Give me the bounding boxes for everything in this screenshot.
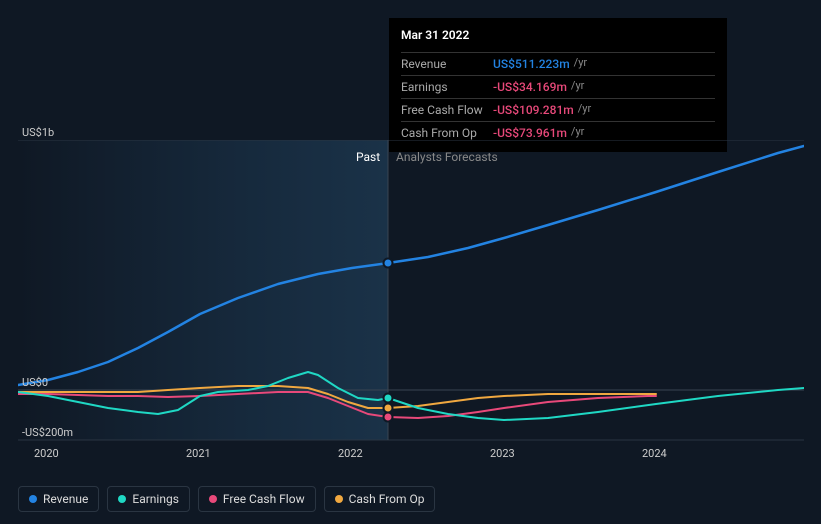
y-axis-label: US$1b (22, 126, 54, 139)
tooltip-metric-value: -US$34.169m (493, 78, 567, 96)
forecast-label: Analysts Forecasts (396, 150, 498, 164)
tooltip-metric-label: Free Cash Flow (401, 101, 493, 119)
tooltip-metric-value: US$511.223m (493, 55, 570, 73)
legend-item-free-cash-flow[interactable]: Free Cash Flow (198, 486, 316, 512)
legend-item-revenue[interactable]: Revenue (18, 486, 99, 512)
tooltip-metric-unit: /yr (571, 78, 584, 96)
legend-label: Earnings (132, 492, 179, 506)
x-axis-label: 2022 (338, 447, 363, 460)
legend-dot-icon (118, 495, 126, 503)
legend-label: Free Cash Flow (223, 492, 305, 506)
tooltip-metric-label: Earnings (401, 78, 493, 96)
past-label: Past (356, 150, 380, 164)
legend-label: Cash From Op (349, 492, 425, 506)
x-axis-label: 2023 (490, 447, 515, 460)
tooltip-row: Earnings-US$34.169m/yr (401, 75, 715, 98)
legend: Revenue Earnings Free Cash Flow Cash From O… (18, 486, 435, 512)
legend-dot-icon (29, 495, 37, 503)
tooltip-metric-unit: /yr (574, 55, 587, 73)
legend-item-cash-from-op[interactable]: Cash From Op (324, 486, 436, 512)
y-axis-label: -US$200m (22, 426, 73, 439)
legend-dot-icon (335, 495, 343, 503)
x-axis-label: 2020 (34, 447, 59, 460)
chart-tooltip: Mar 31 2022 RevenueUS$511.223m/yrEarning… (389, 18, 727, 152)
legend-label: Revenue (43, 492, 88, 506)
legend-item-earnings[interactable]: Earnings (107, 486, 190, 512)
tooltip-date: Mar 31 2022 (401, 26, 715, 48)
legend-dot-icon (209, 495, 217, 503)
chart-svg (18, 140, 804, 460)
tooltip-metric-unit: /yr (578, 101, 591, 119)
chart-area[interactable]: Past Analysts Forecasts US$1bUS$0-US$200… (18, 140, 804, 440)
y-axis-label: US$0 (22, 376, 48, 389)
x-axis-label: 2024 (642, 447, 667, 460)
x-axis-label: 2021 (186, 447, 211, 460)
tooltip-metric-value: -US$109.281m (493, 101, 574, 119)
tooltip-row: Free Cash Flow-US$109.281m/yr (401, 98, 715, 121)
tooltip-metric-label: Revenue (401, 55, 493, 73)
tooltip-row: RevenueUS$511.223m/yr (401, 52, 715, 75)
